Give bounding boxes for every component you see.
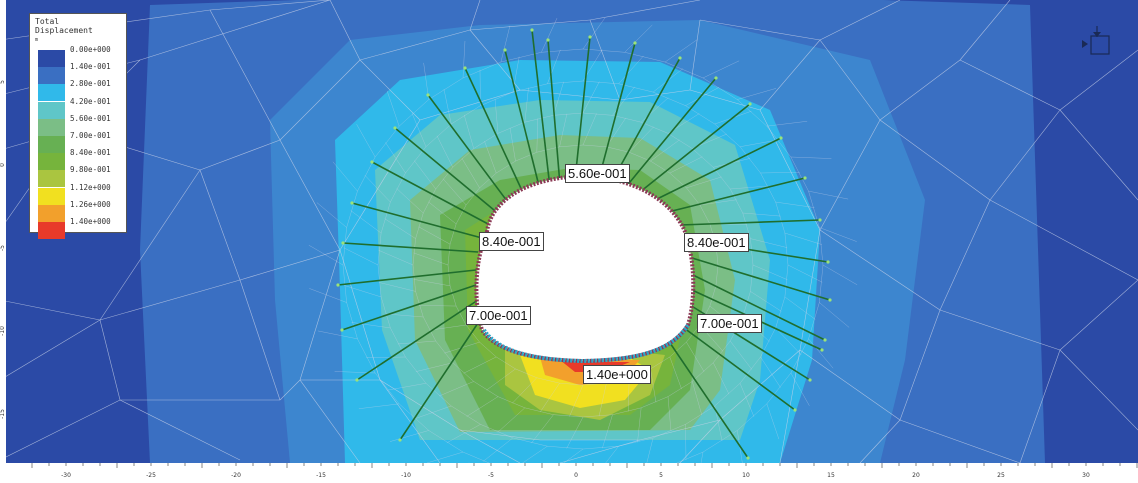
legend-title-line2: Displacement <box>35 26 93 35</box>
legend-swatch <box>38 101 65 119</box>
mesh-lines <box>0 0 1138 464</box>
axis-ticks <box>31 463 1138 468</box>
rock-bolt-3 <box>609 56 682 186</box>
legend-swatch <box>38 222 65 239</box>
y-axis-strip <box>0 0 6 463</box>
y-tick-label: 0 <box>0 163 6 167</box>
legend-row: 1.40e+000 <box>35 217 123 239</box>
legend-row: 1.40e-001 <box>35 62 123 85</box>
x-tick-label: -20 <box>231 472 241 479</box>
legend-swatch <box>38 118 65 136</box>
rock-bolt-5 <box>639 102 752 193</box>
rock-bolt-19 <box>393 126 501 216</box>
rock-bolt-6 <box>654 136 783 201</box>
legend-label: 7.00e-001 <box>70 131 111 140</box>
view-cube-icon[interactable] <box>1082 26 1112 58</box>
legend-label: 0.00e+000 <box>70 45 111 54</box>
contour-label-lower-right: 7.00e-001 <box>697 314 762 333</box>
rock-bolt-18 <box>426 93 511 206</box>
legend-swatch <box>38 170 65 188</box>
x-tick-label: 15 <box>827 472 835 479</box>
tunnel-opening[interactable] <box>474 173 696 364</box>
rock-bolt-23 <box>336 269 477 287</box>
rock-bolt-8 <box>679 218 822 226</box>
legend-row: 2.80e-001 <box>35 79 123 102</box>
y-tick-label: -15 <box>0 409 6 419</box>
legend-row: 0.00e+000 <box>35 45 123 67</box>
legend-swatch <box>38 84 65 102</box>
rock-bolt-27 <box>530 28 551 189</box>
y-tick-label: -5 <box>0 245 6 251</box>
legend-row: 7.00e-001 <box>35 131 123 153</box>
rock-bolt-24 <box>340 284 477 332</box>
rock-bolt-17 <box>463 66 526 198</box>
fine-mesh <box>308 17 858 482</box>
rock-bolt-2 <box>597 41 637 183</box>
x-tick-label: 10 <box>742 472 750 479</box>
legend-label: 2.80e-001 <box>70 79 111 89</box>
legend-row: 8.40e-001 <box>35 148 123 171</box>
legend-title: Total Displacement <box>35 17 93 35</box>
legend-unit: m <box>35 37 39 43</box>
y-tick-label: 5 <box>0 80 6 84</box>
x-tick-label: -30 <box>61 472 71 479</box>
x-tick-label: 30 <box>1082 472 1090 479</box>
legend-title-line1: Total <box>35 17 60 26</box>
legend-swatch <box>38 50 65 67</box>
rock-bolt-4 <box>624 76 718 189</box>
legend-swatch <box>38 153 65 171</box>
x-tick-label: -10 <box>401 472 411 479</box>
y-tick-label: -10 <box>0 326 6 336</box>
rock-bolt-11 <box>692 274 827 342</box>
contour-label-upper-left: 8.40e-001 <box>479 232 544 251</box>
rock-bolt-20 <box>370 160 491 226</box>
legend: Total Displacement m 0.00e+000 1.40e-001 2… <box>29 13 127 239</box>
legend-swatch <box>38 67 65 85</box>
legend-label: 5.60e-001 <box>70 113 111 123</box>
x-tick-label: -25 <box>146 472 156 479</box>
legend-swatch <box>38 204 65 222</box>
x-tick-label: -5 <box>488 472 494 479</box>
rock-bolt-7 <box>667 176 807 213</box>
rock-bolts <box>336 28 832 460</box>
legend-swatch <box>38 187 65 205</box>
rock-bolt-22 <box>341 241 479 253</box>
legend-row: 9.80e-001 <box>35 165 123 188</box>
x-tick-label: 20 <box>912 472 920 479</box>
x-tick-label: 5 <box>659 472 663 479</box>
legend-label: 9.80e-001 <box>70 165 111 175</box>
legend-label: 8.40e-001 <box>70 148 111 158</box>
legend-row: 5.60e-001 <box>35 114 123 136</box>
rock-bolt-26 <box>398 319 481 442</box>
rock-bolt-25 <box>355 299 479 382</box>
legend-label: 1.12e+000 <box>70 182 111 192</box>
x-tick-label: 25 <box>997 472 1005 479</box>
rock-bolt-0 <box>546 38 561 186</box>
rock-bolt-10 <box>691 257 832 302</box>
contour-label-upper-right: 8.40e-001 <box>684 233 749 252</box>
contour-label-top: 5.60e-001 <box>565 164 630 183</box>
x-tick-label: 0 <box>574 472 578 479</box>
legend-label: 1.40e-001 <box>70 62 111 72</box>
legend-row: 1.26e+000 <box>35 200 123 222</box>
rock-bolt-21 <box>350 201 483 239</box>
rock-bolt-14 <box>679 324 797 412</box>
contour-label-floor: 1.40e+000 <box>583 365 651 384</box>
contour-label-lower-left: 7.00e-001 <box>466 306 531 325</box>
legend-row: 4.20e-001 <box>35 97 123 119</box>
rock-bolt-16 <box>503 48 541 191</box>
x-tick-label: -15 <box>316 472 326 479</box>
rock-bolt-1 <box>574 35 592 181</box>
legend-label: 1.26e+000 <box>70 199 111 209</box>
legend-swatch <box>38 136 65 153</box>
x-axis-strip <box>0 463 1138 483</box>
legend-row: 1.12e+000 <box>35 183 123 205</box>
rock-bolt-15 <box>667 339 750 460</box>
legend-label: 1.40e+000 <box>70 217 111 226</box>
legend-label: 4.20e-001 <box>70 96 111 106</box>
